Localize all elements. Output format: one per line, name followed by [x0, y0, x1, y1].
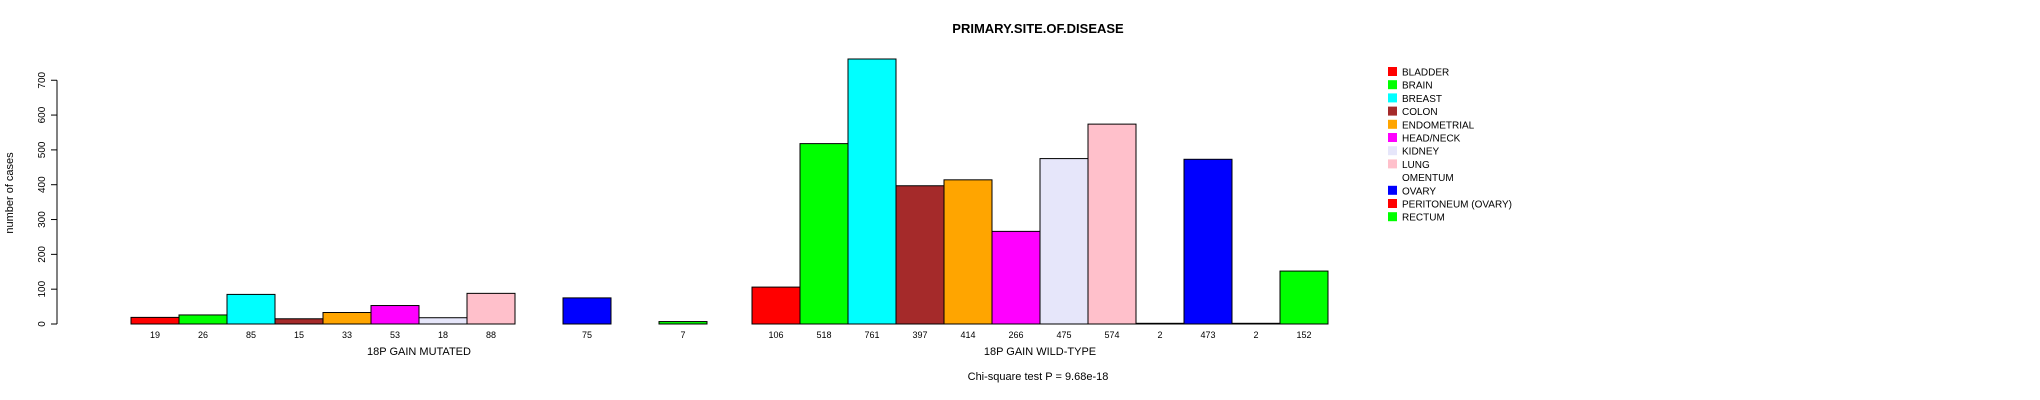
chi-square-footer: Chi-square test P = 9.68e-18 — [968, 371, 1109, 383]
bar-count-label: 33 — [342, 330, 352, 340]
bar-breast — [847, 58, 897, 325]
y-tick-label: 300 — [37, 211, 48, 228]
bar-rectum — [1279, 270, 1329, 325]
legend-label: COLON — [1402, 107, 1438, 118]
group-label: 18P GAIN MUTATED — [367, 346, 471, 358]
legend-swatch — [1388, 146, 1397, 156]
bar-rectum — [658, 321, 708, 325]
bar-count-label: 15 — [294, 330, 304, 340]
bar-count-label: 397 — [912, 330, 927, 340]
legend-swatch — [1388, 172, 1397, 182]
bar-count-label: 19 — [150, 330, 160, 340]
legend-swatch — [1388, 133, 1397, 142]
legend-swatch — [1388, 159, 1397, 169]
bar-brain — [799, 143, 849, 325]
bar-endometrial — [943, 179, 993, 325]
y-tick-label: 0 — [37, 321, 48, 327]
legend-label: OMENTUM — [1402, 173, 1454, 184]
bar-bladder — [751, 286, 801, 325]
bar-lung — [466, 292, 516, 325]
legend-swatch — [1388, 93, 1397, 103]
legend-label: BRAIN — [1402, 81, 1433, 92]
y-tick-label: 700 — [37, 71, 48, 88]
bar-count-label: 2 — [1157, 330, 1162, 340]
bar-kidney — [1039, 158, 1089, 325]
bar-kidney — [418, 317, 468, 325]
y-axis-label: number of cases — [4, 152, 16, 234]
bar-count-label: 152 — [1296, 330, 1311, 340]
y-axis: 0 100 200 300 400 500 600 700 — [37, 71, 58, 327]
bar-ovary — [1183, 158, 1233, 325]
legend-swatch — [1388, 80, 1397, 90]
chart-title: PRIMARY.SITE.OF.DISEASE — [952, 21, 1124, 36]
y-tick-label: 500 — [37, 141, 48, 158]
bar-count-label: 761 — [864, 330, 879, 340]
bar-count-label: 518 — [816, 330, 831, 340]
legend-swatch — [1388, 212, 1397, 222]
legend-swatch — [1388, 185, 1397, 195]
legend-swatch — [1388, 106, 1397, 116]
bar-bladder — [130, 316, 180, 325]
bar-count-label: 106 — [768, 330, 783, 340]
bar-breast — [226, 293, 276, 325]
legend-label: ENDOMETRIAL — [1402, 120, 1475, 131]
bar-count-label: 85 — [246, 330, 256, 340]
legend-swatch — [1388, 199, 1397, 208]
y-tick-label: 200 — [37, 246, 48, 263]
bar-brain — [178, 314, 228, 325]
bar-lung — [1087, 123, 1137, 325]
legend-label: BLADDER — [1402, 68, 1449, 79]
legend-swatch — [1388, 67, 1397, 76]
bar-endometrial — [322, 312, 372, 325]
bar-count-label: 574 — [1104, 330, 1119, 340]
y-tick-label: 400 — [37, 176, 48, 193]
bar-omentum — [1135, 322, 1185, 325]
legend: BLADDER BRAIN BREAST COLON ENDOMETRIAL HEAD/N… — [1388, 67, 1512, 224]
bar-count-label: 473 — [1200, 330, 1215, 340]
legend-label: RECTUM — [1402, 213, 1445, 224]
legend-label: BREAST — [1402, 94, 1442, 105]
bar-count-label: 7 — [680, 330, 685, 340]
bar-count-label: 266 — [1008, 330, 1023, 340]
bar-colon — [274, 318, 324, 325]
legend-label: KIDNEY — [1402, 147, 1440, 158]
bar-colon — [895, 185, 945, 325]
legend-label: HEAD/NECK — [1402, 134, 1461, 145]
bar-count-label: 88 — [486, 330, 496, 340]
legend-label: OVARY — [1402, 186, 1436, 197]
y-tick-label: 600 — [37, 106, 48, 123]
legend-swatch — [1388, 119, 1397, 129]
bar-head-neck — [370, 305, 420, 325]
y-tick-label: 100 — [37, 280, 48, 297]
bar-count-label: 414 — [960, 330, 975, 340]
legend-label: PERITONEUM (OVARY) — [1402, 200, 1512, 211]
bar-count-label: 18 — [438, 330, 448, 340]
bar-count-label: 2 — [1253, 330, 1258, 340]
bar-head-neck — [991, 230, 1041, 325]
bar-count-label: 26 — [198, 330, 208, 340]
legend-label: LUNG — [1402, 160, 1430, 171]
group-label: 18P GAIN WILD-TYPE — [984, 346, 1096, 358]
bar-ovary — [562, 297, 612, 325]
bar-count-label: 53 — [390, 330, 400, 340]
bar-count-label: 75 — [582, 330, 592, 340]
bar-count-label: 475 — [1056, 330, 1071, 340]
bar-peritoneum-ovary- — [1231, 322, 1281, 325]
bars: 19 26 85 15 33 53 18 88 75 7 18P GAIN MUTATED 106 51… — [130, 58, 1329, 358]
